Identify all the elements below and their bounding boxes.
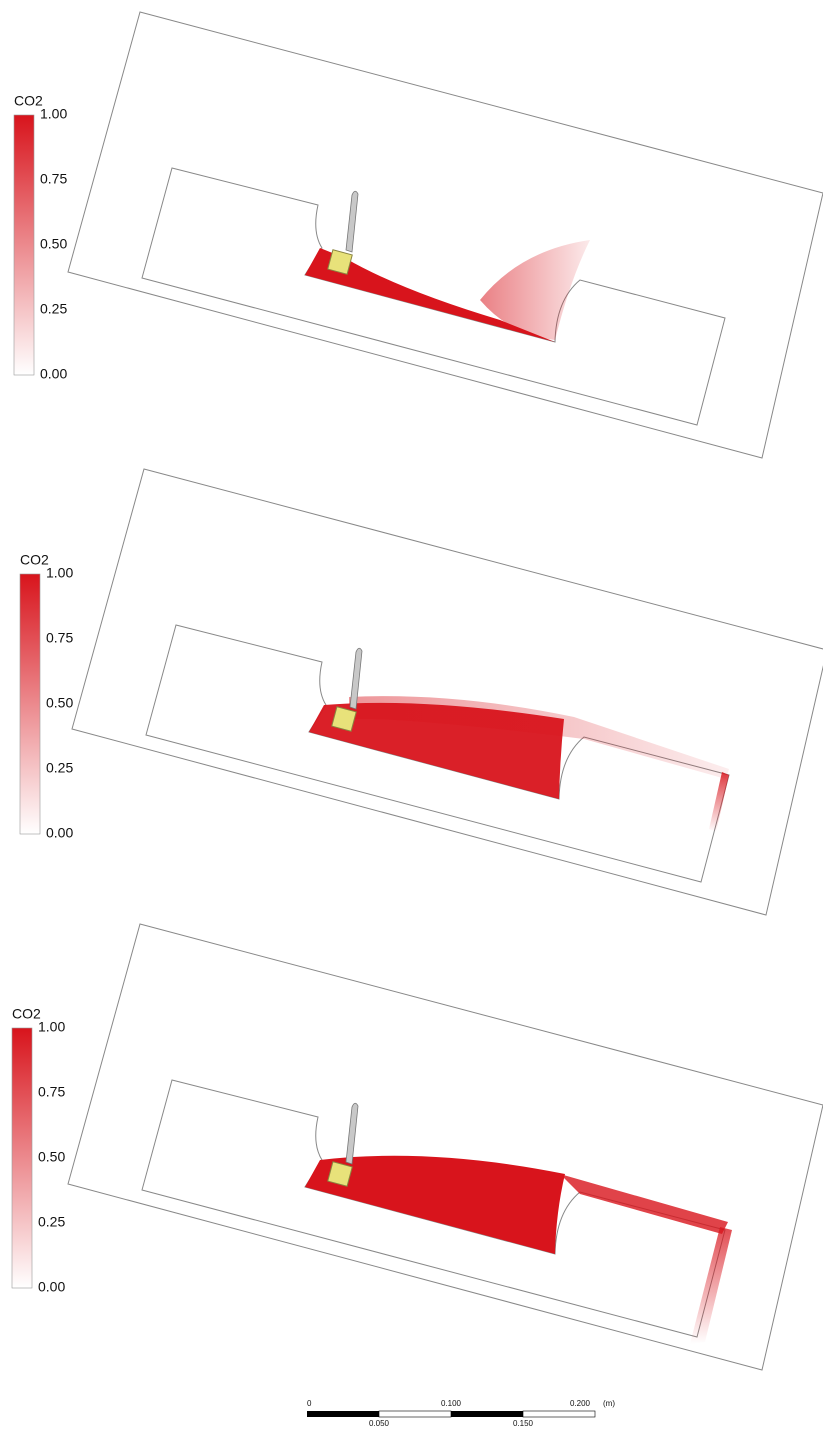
plume	[560, 1174, 728, 1234]
legend-title: CO2	[14, 93, 43, 109]
scale-bar: 0 0.100 0.200 0.050 0.150 (m)	[307, 1399, 615, 1428]
legend-tick-label: 1.00	[46, 565, 73, 581]
plume	[349, 696, 729, 779]
legend-tick-label: 0.75	[38, 1084, 65, 1100]
scale-label: 0.200	[570, 1399, 591, 1408]
legend-tick-label: 0.00	[40, 366, 67, 382]
legend-tick-label: 0.25	[40, 301, 67, 317]
color-bar	[11, 1027, 33, 1289]
legend-title: CO2	[20, 552, 49, 568]
legend-tick-label: 0.75	[46, 630, 73, 646]
plume	[480, 240, 590, 340]
legend-tick-label: 0.50	[38, 1149, 65, 1165]
panel	[67, 923, 823, 1371]
legend-tick-label: 0.00	[46, 825, 73, 841]
legend-tick-label: 0.50	[46, 695, 73, 711]
plume	[690, 1227, 732, 1344]
legend-tick-label: 0.25	[46, 760, 73, 776]
scale-label: 0	[307, 1399, 312, 1408]
legend-tick-label: 1.00	[38, 1019, 65, 1035]
legend-tick-label: 0.75	[40, 171, 67, 187]
color-bar	[19, 573, 41, 835]
legend-tick-label: 0.00	[38, 1279, 65, 1295]
plume	[305, 1155, 565, 1254]
legend-tick-label: 1.00	[40, 106, 67, 122]
panel	[71, 468, 823, 916]
panel	[67, 11, 823, 459]
scale-label: 0.050	[369, 1419, 390, 1428]
color-bar	[13, 114, 35, 376]
plume	[305, 248, 555, 342]
plume	[709, 772, 729, 832]
legend-tick-label: 0.50	[40, 236, 67, 252]
scale-label: 0.100	[441, 1399, 462, 1408]
legend-title: CO2	[12, 1006, 41, 1022]
scale-unit: (m)	[603, 1399, 615, 1408]
scale-label: 0.150	[513, 1419, 534, 1428]
legend-tick-label: 0.25	[38, 1214, 65, 1230]
